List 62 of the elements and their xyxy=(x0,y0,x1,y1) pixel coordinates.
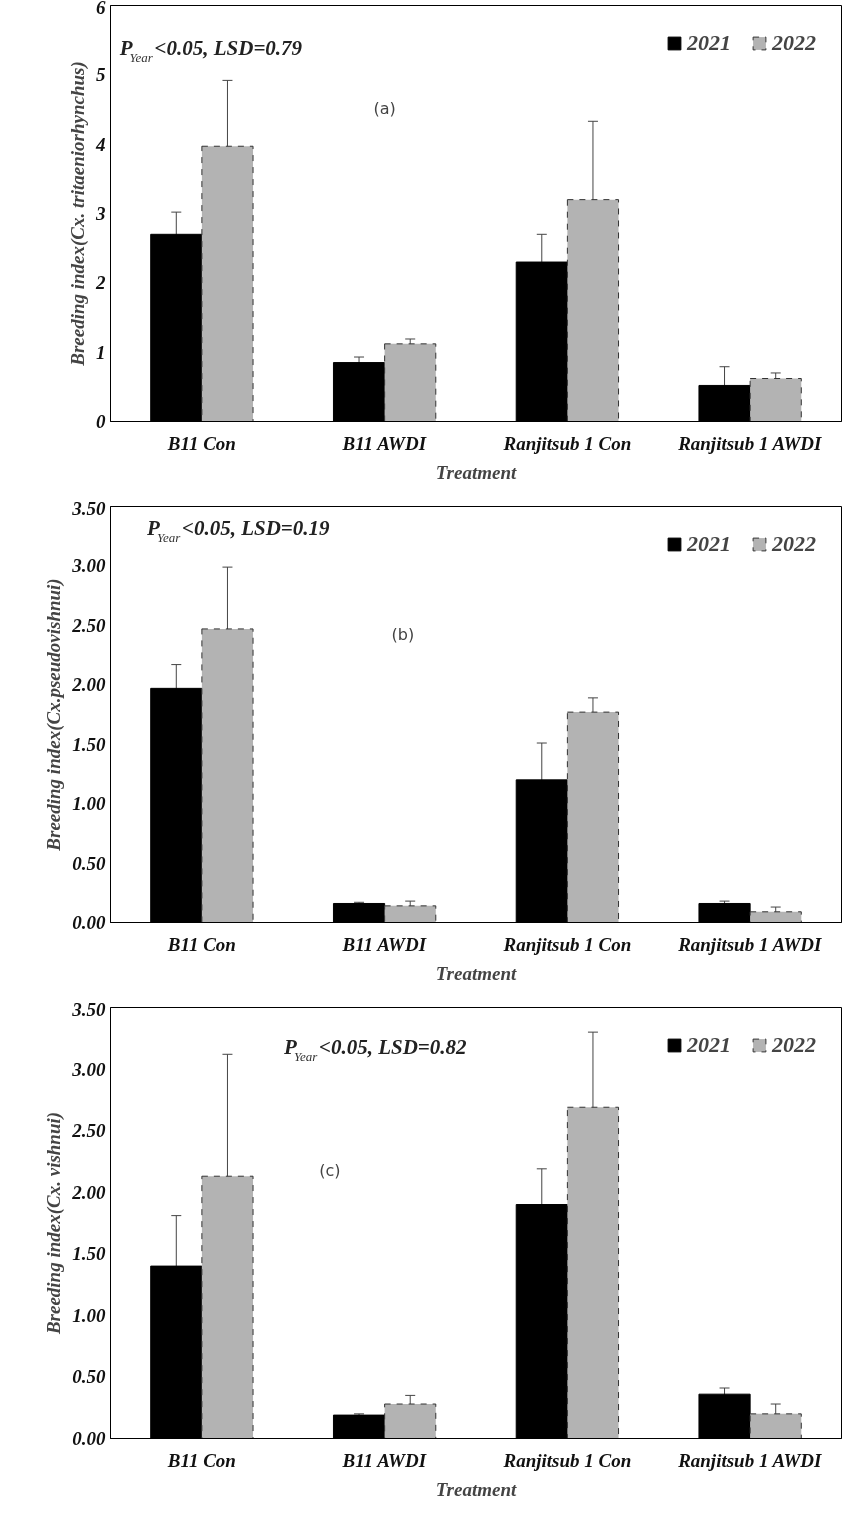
y-tick-label: 2.00 xyxy=(71,1181,106,1203)
y-tick-label: 0 xyxy=(96,411,106,432)
x-axis-title: Treatment xyxy=(435,962,517,984)
y-tick-label: 1.00 xyxy=(72,1304,106,1326)
bar xyxy=(749,1413,802,1439)
x-axis-title: Treatment xyxy=(435,1478,517,1500)
x-tick-label: B11 Con xyxy=(166,933,236,955)
bar xyxy=(749,911,802,923)
x-tick-label: Ranjitsub 1 AWDI xyxy=(677,432,823,454)
x-tick-label: Ranjitsub 1 AWDI xyxy=(677,933,823,955)
legend-label: 2021 xyxy=(687,531,731,557)
bar xyxy=(384,343,437,422)
bar xyxy=(749,378,802,422)
y-tick-label: 3 xyxy=(95,203,106,224)
x-tick-label: Ranjitsub 1 Con xyxy=(502,1449,632,1471)
y-tick-label: 3.00 xyxy=(71,1058,106,1080)
y-axis-title: Breeding index(Cx. tritaeniorhynchus) xyxy=(67,61,89,367)
bar xyxy=(201,145,254,422)
bar xyxy=(384,905,437,923)
y-tick-label: 2.50 xyxy=(71,1120,106,1142)
y-axis-title: Breeding index(Cx.pseudovishnui) xyxy=(43,578,66,852)
y-tick-label: 2 xyxy=(95,272,106,294)
y-axis-title: Breeding index(Cx. vishnui) xyxy=(43,1111,66,1336)
annotation: (c) xyxy=(319,1160,341,1180)
legend-label: 2021 xyxy=(687,30,731,56)
y-tick-label: 0.00 xyxy=(72,912,106,933)
legend-label: 2022 xyxy=(772,30,816,56)
x-tick-label: B11 AWDI xyxy=(341,432,427,454)
y-tick-label: 2.00 xyxy=(71,674,106,696)
x-tick-label: B11 Con xyxy=(166,432,236,454)
x-tick-label: Ranjitsub 1 Con xyxy=(502,432,632,454)
bar xyxy=(566,711,620,923)
y-tick-label: 2.50 xyxy=(71,614,106,636)
x-tick-label: Ranjitsub 1 Con xyxy=(502,933,632,955)
legend-label: 2021 xyxy=(687,1032,731,1058)
y-tick-label: 3.50 xyxy=(71,998,106,1020)
annotation: (b) xyxy=(391,624,415,644)
bar xyxy=(566,199,620,422)
bar xyxy=(384,1403,437,1439)
y-tick-label: 1.50 xyxy=(72,1243,106,1265)
y-tick-label: 3.50 xyxy=(71,497,106,519)
x-tick-label: B11 AWDI xyxy=(341,1449,427,1471)
x-tick-label: Ranjitsub 1 AWDI xyxy=(677,1449,823,1471)
x-tick-label: B11 Con xyxy=(166,1449,236,1471)
y-tick-label: 4 xyxy=(95,133,106,155)
annotation: (a) xyxy=(373,98,396,118)
legend-label: 2022 xyxy=(772,531,816,557)
legend-label: 2022 xyxy=(772,1032,816,1058)
y-tick-label: 1 xyxy=(96,341,106,363)
y-tick-label: 0.50 xyxy=(72,852,106,874)
y-tick-label: 6 xyxy=(96,0,106,18)
bar xyxy=(201,1175,254,1439)
y-tick-label: 1.00 xyxy=(72,793,106,815)
bar xyxy=(201,628,254,923)
x-axis-title: Treatment xyxy=(435,461,517,483)
y-tick-label: 0.50 xyxy=(72,1366,106,1388)
bar xyxy=(566,1106,620,1439)
y-tick-label: 3.00 xyxy=(71,555,106,577)
y-tick-label: 1.50 xyxy=(72,733,106,755)
y-tick-label: 5 xyxy=(96,64,106,86)
x-tick-label: B11 AWDI xyxy=(341,933,427,955)
y-tick-label: 0.00 xyxy=(72,1428,106,1449)
